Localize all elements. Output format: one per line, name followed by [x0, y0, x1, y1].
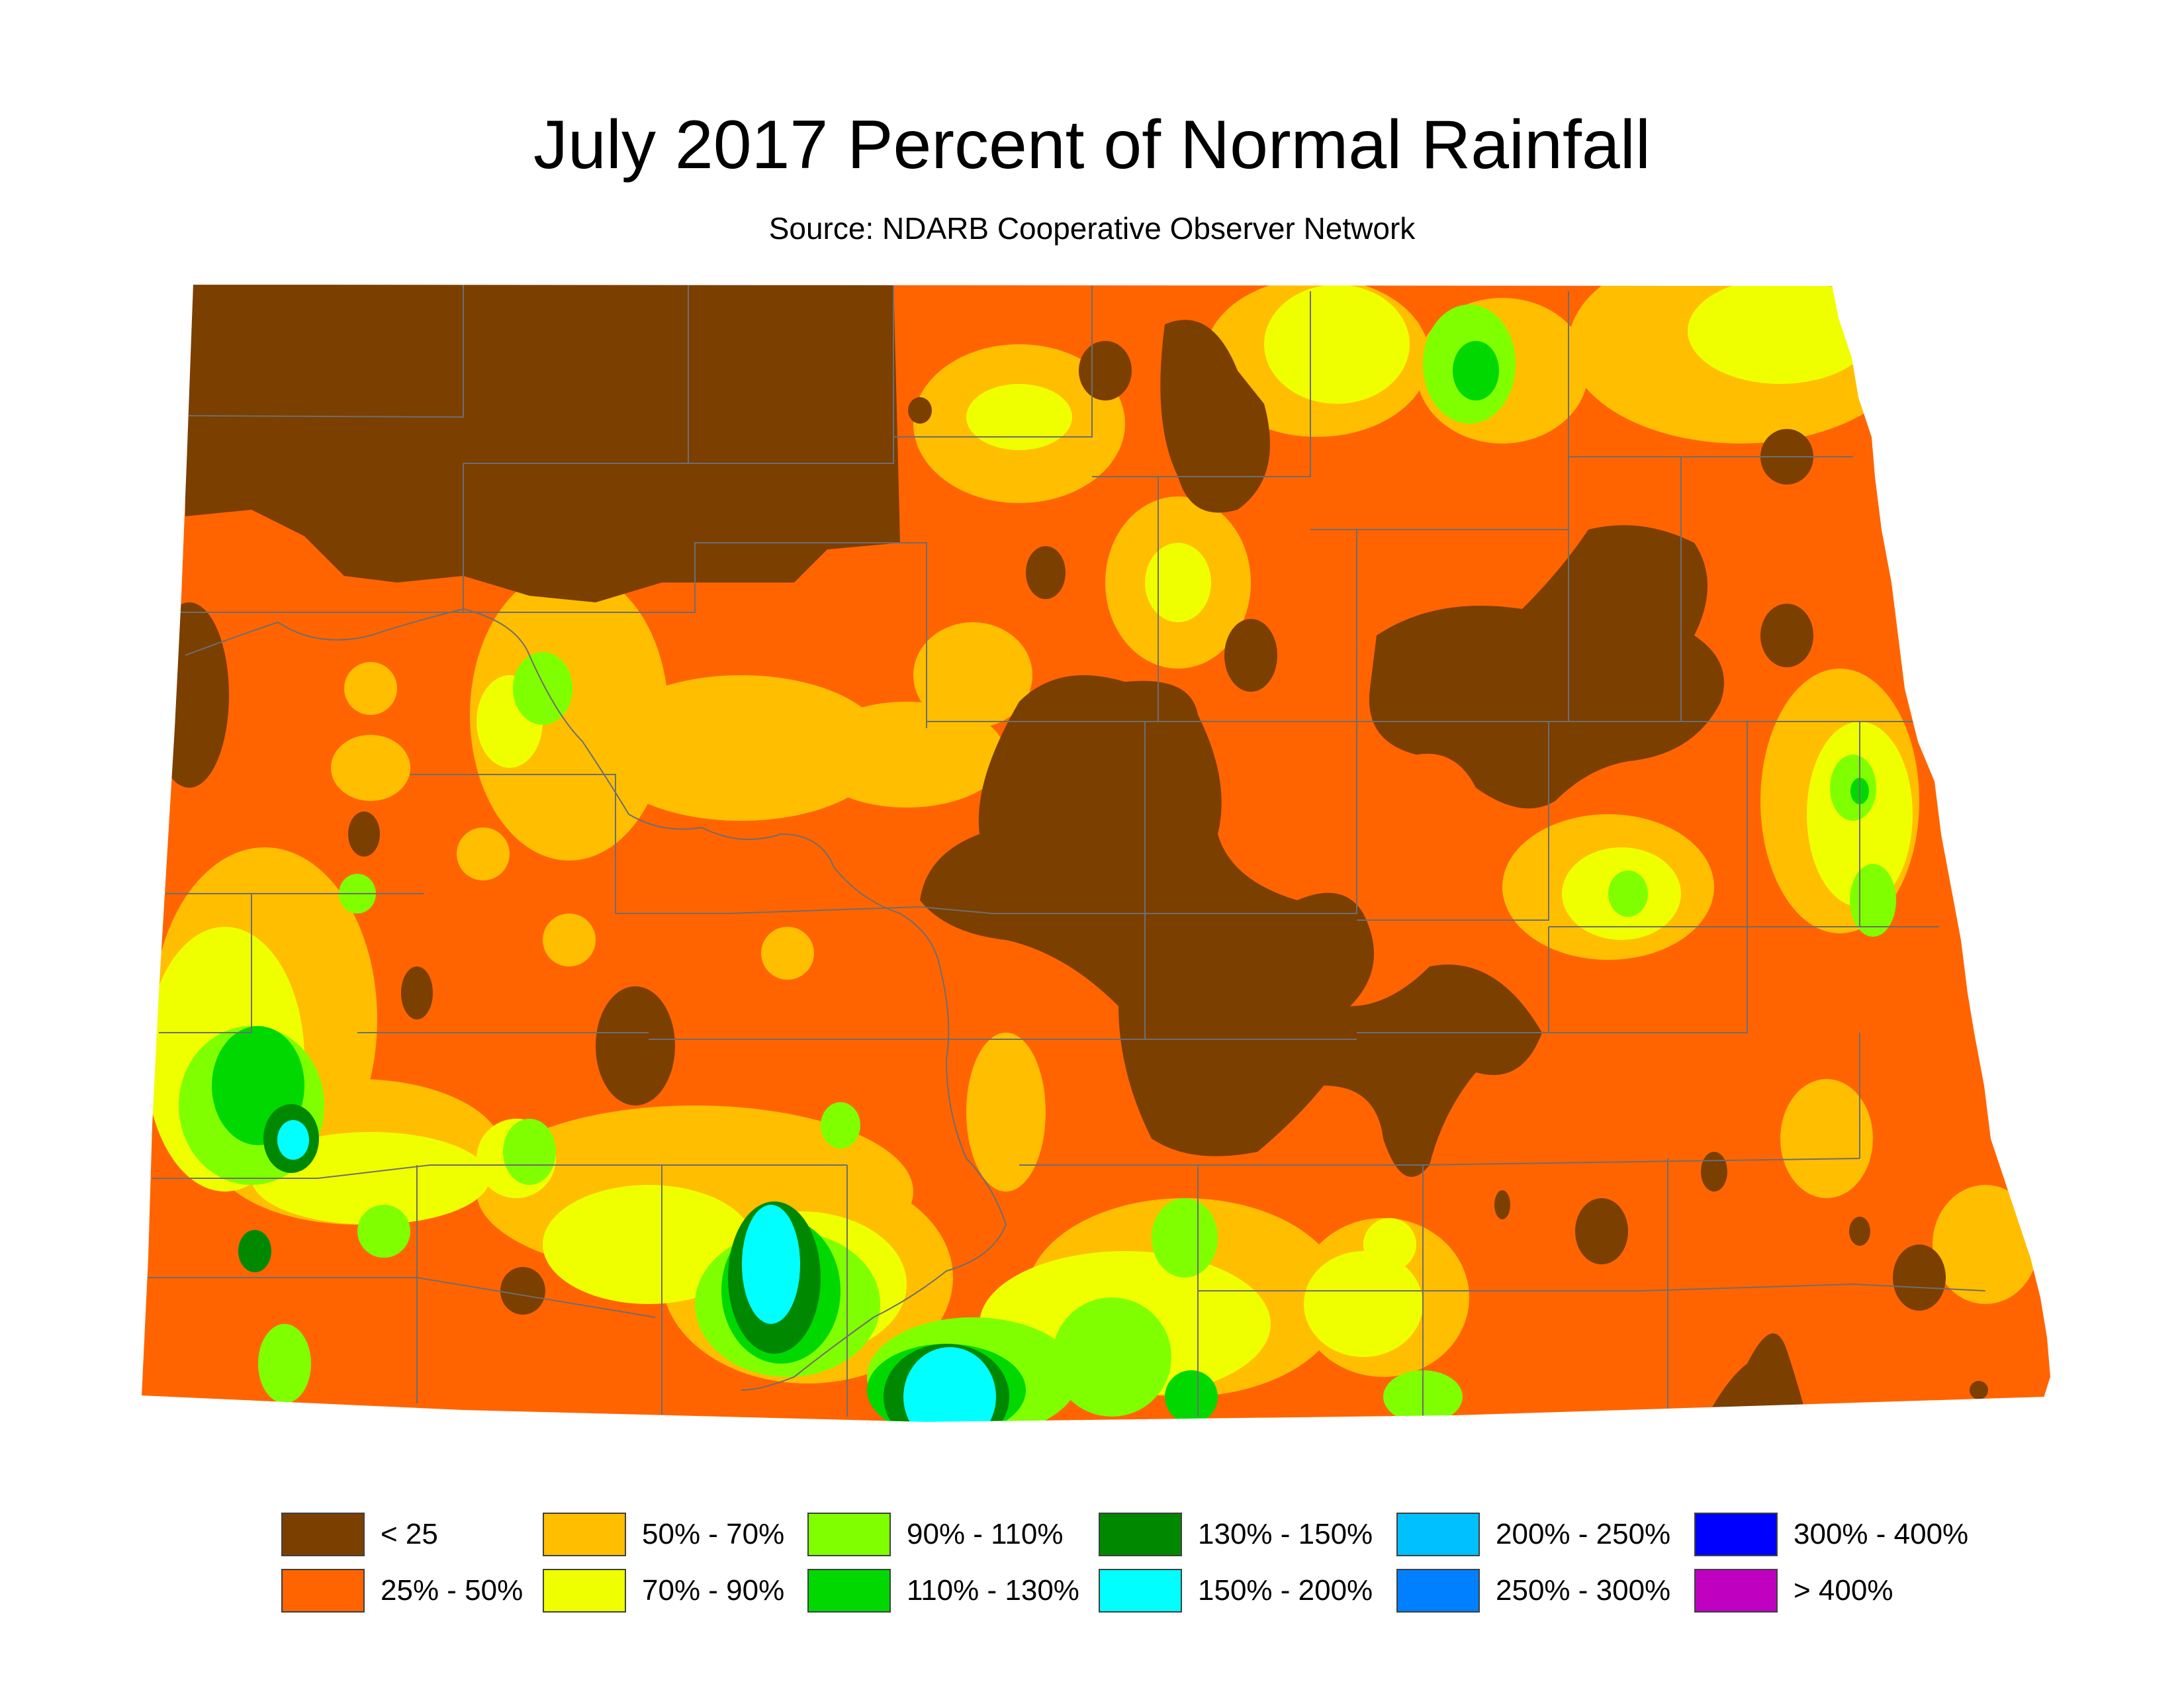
zone-under-25	[150, 283, 1988, 1423]
rainfall-field	[140, 283, 2052, 1423]
map-title: July 2017 Percent of Normal Rainfall	[533, 107, 1651, 183]
county-boundaries	[146, 285, 1986, 1417]
state-outline	[138, 281, 2054, 1425]
map-subtitle: Source: NDARB Cooperative Observer Netwo…	[768, 211, 1416, 246]
